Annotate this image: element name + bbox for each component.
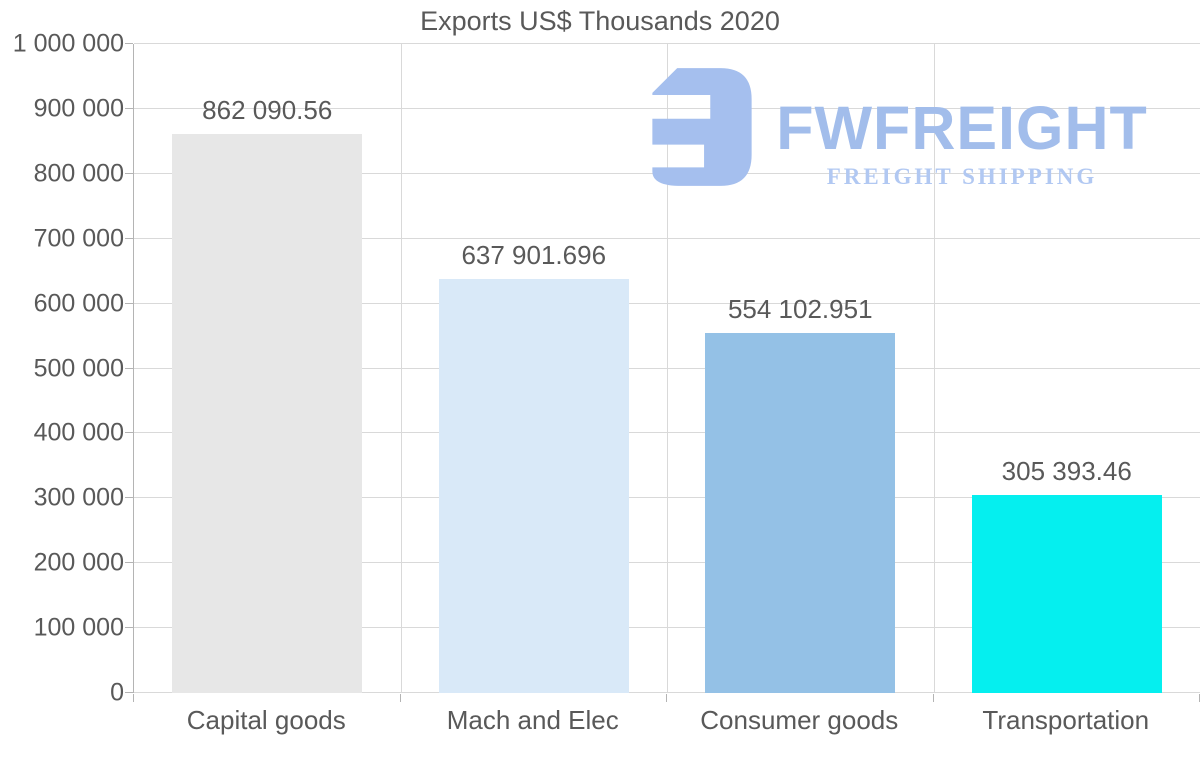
bar-transportation bbox=[971, 494, 1162, 693]
y-tick-mark bbox=[125, 692, 133, 693]
brand-logo: FWFREIGHT FREIGHT SHIPPING bbox=[648, 66, 1152, 190]
bar-value-label: 554 102.951 bbox=[727, 294, 873, 325]
y-axis-label: 1 000 000 bbox=[12, 29, 124, 58]
category-label: Consumer goods bbox=[700, 705, 899, 735]
bar-value-label: 305 393.46 bbox=[1001, 455, 1132, 486]
y-tick-mark bbox=[125, 432, 133, 434]
y-tick-mark bbox=[125, 627, 133, 629]
y-axis: 0 100 000 200 000 300 000 400 000 500 000 600 … bbox=[0, 31, 124, 705]
bar-consumer-goods bbox=[705, 333, 896, 693]
x-tick-mark bbox=[932, 694, 934, 702]
freight-logo-mark-icon bbox=[652, 68, 752, 186]
y-tick-mark bbox=[125, 497, 133, 499]
y-axis-label: 0 bbox=[110, 678, 124, 707]
y-axis-label: 900 000 bbox=[33, 94, 124, 123]
bar-capital-goods bbox=[172, 133, 363, 693]
bar-mach-and-elec bbox=[438, 279, 629, 693]
plot-area: 862 090.56 637 901.696 554 102.951 305 393.… bbox=[125, 43, 1200, 702]
v-gridline bbox=[667, 44, 668, 693]
y-tick-mark bbox=[125, 107, 133, 109]
x-tick-mark bbox=[666, 694, 667, 702]
category-label: Transportation bbox=[982, 705, 1150, 735]
y-tick-mark bbox=[125, 302, 133, 304]
x-axis: Capital goods Mach and Elec Consumer goods… bbox=[133, 705, 1199, 745]
category-label: Mach and Elec bbox=[446, 705, 619, 735]
v-gridline bbox=[400, 44, 402, 693]
y-tick-mark bbox=[125, 237, 133, 239]
bar-value-label: 637 901.696 bbox=[461, 240, 607, 271]
y-axis-label: 300 000 bbox=[33, 483, 124, 512]
y-tick-mark bbox=[125, 43, 133, 44]
y-axis-label: 600 000 bbox=[33, 289, 124, 318]
category-label: Capital goods bbox=[186, 705, 346, 735]
logo-text-block: FWFREIGHT FREIGHT SHIPPING bbox=[772, 66, 1152, 190]
y-axis-label: 400 000 bbox=[33, 418, 124, 447]
y-axis-label: 500 000 bbox=[33, 354, 124, 382]
y-tick-mark bbox=[125, 172, 133, 174]
chart-title: Exports US$ Thousands 2020 bbox=[420, 6, 780, 36]
y-tick-mark bbox=[125, 562, 133, 564]
y-axis-label: 200 000 bbox=[33, 548, 124, 577]
v-gridline bbox=[933, 44, 935, 693]
y-axis-label: 700 000 bbox=[33, 224, 124, 253]
logo-tagline-text: FREIGHT SHIPPING bbox=[826, 164, 1098, 189]
logo-mark-path bbox=[652, 68, 752, 186]
y-axis-label: 800 000 bbox=[33, 159, 124, 188]
y-axis-label: 100 000 bbox=[33, 613, 124, 642]
x-tick-mark bbox=[133, 694, 134, 702]
y-tick-mark bbox=[125, 367, 133, 369]
x-tick-mark bbox=[399, 694, 401, 702]
h-gridline bbox=[134, 43, 1200, 44]
logo-brand-text: FWFREIGHT bbox=[776, 94, 1148, 162]
bar-value-label: 862 090.56 bbox=[202, 94, 333, 125]
